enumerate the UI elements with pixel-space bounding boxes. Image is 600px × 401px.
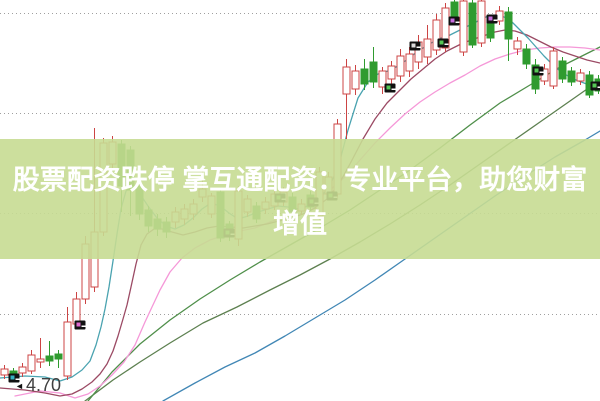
title-overlay-band: 股票配资跌停 掌互通配资：专业平台，助您财富 增值 [0, 139, 600, 259]
overlay-title-line1: 股票配资跌停 掌互通配资：专业平台，助您财富 [12, 165, 588, 195]
low-price-label: 4.70 [26, 375, 62, 395]
overlay-title-line2: 增值 [273, 209, 327, 239]
low-price-arrow-icon: ◄ [15, 381, 24, 391]
